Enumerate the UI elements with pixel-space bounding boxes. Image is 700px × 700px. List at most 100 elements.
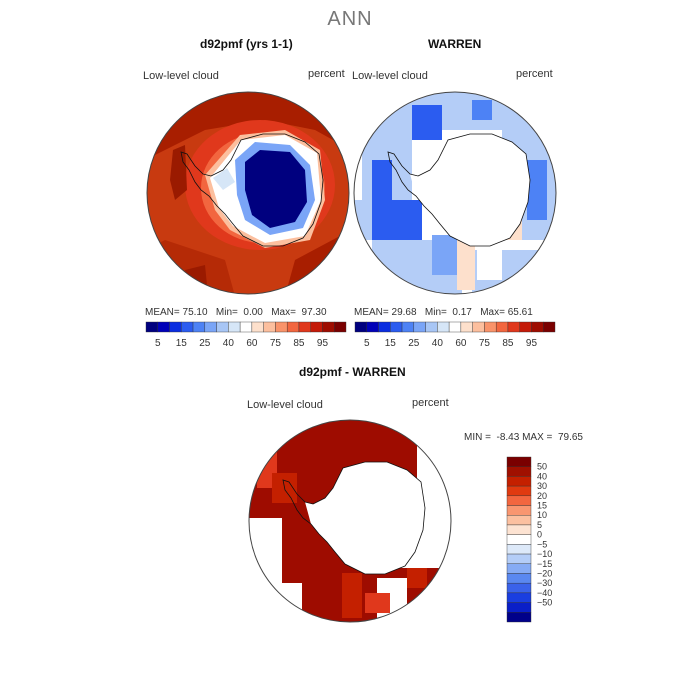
panel3-colorbar-swatch	[506, 573, 532, 584]
panel2-colorbar-swatch	[437, 321, 450, 333]
panel3-colorbar-swatch	[506, 602, 532, 613]
panel1-colorbar-swatch	[286, 321, 300, 333]
panel1-min-label: Min=	[215, 307, 238, 318]
panel3-colorbar-tick-label: 10	[537, 510, 547, 520]
panel3-colorbar-tick-label: 0	[537, 530, 542, 540]
panel2-colorbar-swatch	[390, 321, 403, 333]
panel3-colorbar-swatch	[506, 612, 532, 623]
panel1-colorbar-swatch	[157, 321, 170, 333]
panel3-colorbar-swatch	[506, 485, 532, 497]
panel1-colorbar-tick-label: 15	[176, 338, 188, 349]
panel2-colorbar-swatch	[413, 321, 426, 333]
panel1-variable-label: Low-level cloud	[143, 70, 219, 82]
panel1-colorbar-tick-label: 95	[317, 338, 329, 349]
panel3-max-label: MAX =	[522, 432, 553, 443]
panel1-colorbar-swatch	[334, 321, 347, 333]
panel2-colorbar-swatch	[484, 321, 497, 333]
panel1-colorbar-tick-label: 60	[246, 338, 258, 349]
panel2-colorbar-swatch	[519, 321, 532, 333]
panel1-colorbar-swatch	[204, 321, 217, 333]
panel3-colorbar-swatch	[506, 582, 532, 594]
panel3-colorbar-tick-label: −30	[537, 578, 552, 588]
panel1-colorbar-tick-label: 5	[155, 338, 161, 349]
panel3-colorbar-tick-label: −5	[537, 539, 547, 549]
panel1-max-label: Max=	[271, 307, 296, 318]
panel3-stats: MIN = -8.43 MAX = 79.65	[464, 432, 583, 443]
panel3-colorbar-tick-label: 40	[537, 471, 547, 481]
panel3-colorbar-swatch	[506, 515, 532, 526]
panel2-colorbar-swatch	[378, 321, 391, 333]
panel2-colorbar: 5 15 25 40 60 75 85 95	[354, 321, 556, 349]
panel2-mean-label: MEAN=	[354, 307, 389, 318]
panel1-colorbar-swatch	[263, 321, 276, 333]
panel1-colorbar-swatch	[145, 321, 158, 333]
panel3-units-label: percent	[412, 397, 449, 409]
panel1-max-value: 97.30	[301, 307, 327, 318]
panel3-colorbar-tick-label: 20	[537, 491, 547, 501]
panel3-colorbar-tick-label: −20	[537, 568, 552, 578]
panel1-colorbar-swatch	[322, 321, 335, 333]
panel2-stats: MEAN= 29.68 Min= 0.17 Max= 65.61	[354, 307, 533, 318]
panel3-colorbar-tick-label: 30	[537, 481, 547, 491]
panel2-min-label: Min=	[424, 307, 447, 318]
panel3-colorbar-tick-label: 15	[537, 501, 547, 511]
panel1-polar-map	[146, 91, 350, 295]
page-title: ANN	[327, 8, 373, 30]
panel2-max-label: Max=	[480, 307, 505, 318]
panel1-colorbar-swatch	[298, 321, 311, 333]
panel3-min-value: -8.43	[496, 432, 520, 443]
panel1-colorbar-swatch	[181, 321, 194, 333]
panel3-colorbar-swatch	[506, 466, 532, 477]
panel3-colorbar-swatch	[506, 534, 532, 545]
panel2-title: WARREN	[428, 37, 482, 51]
panel2-colorbar-swatch	[366, 321, 379, 333]
panel2-colorbar-swatch	[448, 321, 462, 333]
panel2-colorbar-swatch	[425, 321, 438, 333]
panel1-colorbar-swatch	[239, 321, 253, 333]
panel3-colorbar-swatch	[506, 476, 532, 487]
panel2-colorbar-tick-label: 95	[526, 338, 538, 349]
panel3-min-label: MIN =	[464, 432, 491, 443]
panel3-colorbar-swatch	[506, 544, 532, 555]
panel2-max-value: 65.61	[507, 307, 533, 318]
panel1-colorbar-swatch	[169, 321, 182, 333]
panel2-mean-value: 29.68	[391, 307, 417, 318]
panel1-colorbar-swatch	[251, 321, 264, 333]
panel1-colorbar-swatch	[216, 321, 229, 333]
panel2-colorbar-swatch	[495, 321, 509, 333]
panel2-colorbar-swatch	[507, 321, 520, 333]
panel1-colorbar-tick-label: 75	[270, 338, 282, 349]
panel1-colorbar-swatch	[192, 321, 206, 333]
panel3-colorbar-swatch	[506, 456, 532, 467]
panel2-colorbar-swatch	[472, 321, 485, 333]
panel1-colorbar-tick-label: 85	[293, 338, 305, 349]
panel2-colorbar-tick-label: 60	[455, 338, 467, 349]
panel2-polar-map	[353, 91, 557, 295]
panel2-colorbar-swatch	[401, 321, 415, 333]
panel2-variable-label: Low-level cloud	[352, 70, 428, 82]
panel3-colorbar-tick-label: 50	[537, 462, 547, 472]
panel1-mean-value: 75.10	[182, 307, 208, 318]
panel2-colorbar-tick-label: 40	[432, 338, 444, 349]
panel3-colorbar-tick-label: 5	[537, 520, 542, 530]
panel1-title: d92pmf (yrs 1-1)	[200, 37, 293, 51]
panel1-mean-label: MEAN=	[145, 307, 180, 318]
panel2-colorbar-tick-label: 75	[479, 338, 491, 349]
panel1-colorbar: 5 15 25 40 60 75 85 95	[145, 321, 347, 349]
panel3-colorbar-tick-label: −40	[537, 588, 552, 598]
panel1-colorbar-swatch	[228, 321, 241, 333]
panel1-colorbar-swatch	[275, 321, 288, 333]
panel2-colorbar-swatch	[531, 321, 544, 333]
panel3-colorbar-swatch	[506, 524, 532, 535]
panel2-colorbar-tick-label: 15	[385, 338, 397, 349]
panel3-colorbar-swatch	[506, 553, 532, 564]
panel3-max-value: 79.65	[557, 432, 583, 443]
panel1-units-label: percent	[308, 68, 345, 80]
panel2-colorbar-tick-label: 85	[502, 338, 514, 349]
panel3-polar-map	[248, 419, 452, 623]
panel1-min-value: 0.00	[243, 307, 263, 318]
panel3-colorbar-swatch	[506, 563, 532, 574]
panel3-colorbar-tick-label: −10	[537, 549, 552, 559]
panel1-stats: MEAN= 75.10 Min= 0.00 Max= 97.30	[145, 307, 327, 318]
